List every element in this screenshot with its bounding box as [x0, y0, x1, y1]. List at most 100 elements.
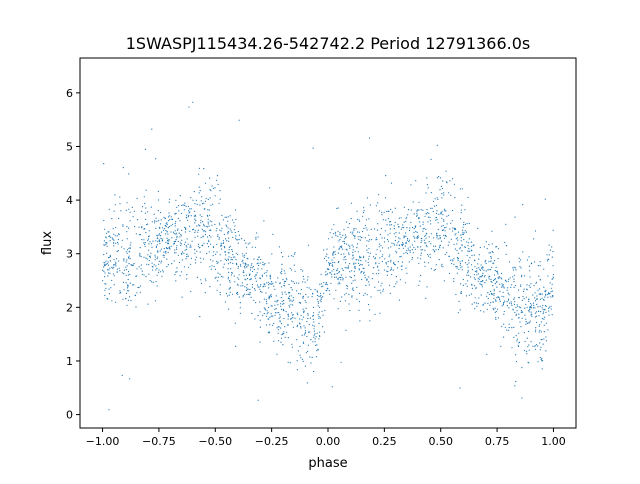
data-point [314, 341, 316, 343]
data-point [239, 302, 241, 304]
data-point [323, 257, 326, 260]
data-point [443, 192, 445, 194]
data-point [500, 345, 502, 347]
data-point [157, 241, 159, 243]
data-point [232, 262, 234, 264]
data-point [167, 227, 169, 229]
data-point [425, 244, 427, 246]
data-point [436, 218, 438, 220]
data-point [518, 296, 520, 299]
data-point [357, 251, 359, 253]
data-point [121, 239, 123, 241]
data-point [301, 319, 303, 321]
data-point [125, 274, 127, 276]
data-point [260, 283, 262, 286]
data-point [319, 296, 321, 298]
data-point [314, 333, 316, 335]
data-point [408, 249, 410, 251]
data-point [551, 256, 553, 258]
data-point [313, 334, 315, 336]
data-point [396, 267, 399, 269]
data-point [182, 204, 184, 206]
data-point [108, 256, 110, 258]
data-point [192, 229, 194, 231]
data-point [236, 292, 238, 294]
data-point [357, 236, 359, 238]
data-point [210, 204, 212, 206]
data-point [496, 308, 499, 310]
data-point [359, 239, 361, 241]
data-point [187, 255, 189, 257]
data-point [529, 276, 531, 278]
data-point [217, 235, 219, 238]
data-point [439, 189, 441, 191]
data-point [451, 262, 453, 265]
data-point [189, 208, 191, 210]
data-point [490, 278, 492, 281]
data-point [347, 226, 349, 229]
data-point [439, 244, 442, 246]
data-point [358, 301, 361, 303]
data-point [287, 337, 289, 339]
data-point [222, 276, 224, 278]
data-point [362, 215, 364, 217]
data-point [440, 240, 443, 242]
data-point [408, 239, 410, 241]
data-point [445, 170, 447, 172]
data-point [360, 271, 362, 273]
data-point [393, 261, 395, 263]
data-point [178, 261, 181, 264]
data-point [502, 291, 504, 293]
data-point [198, 173, 200, 175]
data-point [123, 273, 125, 275]
data-point [551, 246, 553, 248]
data-point [401, 245, 404, 247]
data-point [429, 256, 431, 258]
data-point [185, 205, 187, 207]
data-point [540, 321, 542, 323]
data-point [385, 263, 387, 265]
data-point [103, 276, 106, 278]
data-point [141, 227, 143, 229]
y-tick-label: 0 [66, 409, 73, 422]
data-point [536, 321, 538, 323]
data-point [148, 249, 150, 251]
data-point [536, 295, 538, 297]
data-point [481, 274, 483, 276]
data-point [147, 239, 149, 241]
data-point [456, 243, 458, 245]
data-point [526, 350, 528, 352]
data-point [262, 261, 264, 263]
data-point [256, 232, 258, 234]
data-point [513, 266, 515, 268]
data-point [477, 277, 479, 279]
data-point [524, 340, 526, 343]
data-point [157, 250, 159, 252]
data-point [476, 270, 478, 272]
data-point [209, 266, 211, 268]
data-point [443, 234, 445, 236]
data-point [228, 308, 230, 310]
data-point [394, 239, 396, 242]
data-point [115, 258, 118, 260]
data-point [278, 340, 280, 342]
data-point [331, 276, 333, 278]
data-point [235, 345, 237, 347]
data-point [511, 327, 513, 329]
data-point [457, 231, 460, 233]
data-point [396, 244, 398, 246]
data-point [127, 286, 129, 288]
data-point [249, 269, 252, 271]
data-point [424, 249, 426, 251]
data-point [267, 311, 269, 314]
data-point [410, 209, 412, 211]
data-point [352, 280, 354, 282]
data-point [491, 281, 493, 283]
data-point [112, 273, 114, 275]
data-point [395, 276, 397, 278]
data-point [448, 192, 450, 194]
data-point [297, 313, 299, 316]
data-point [504, 326, 506, 328]
data-point [416, 210, 418, 212]
data-point [491, 293, 493, 295]
